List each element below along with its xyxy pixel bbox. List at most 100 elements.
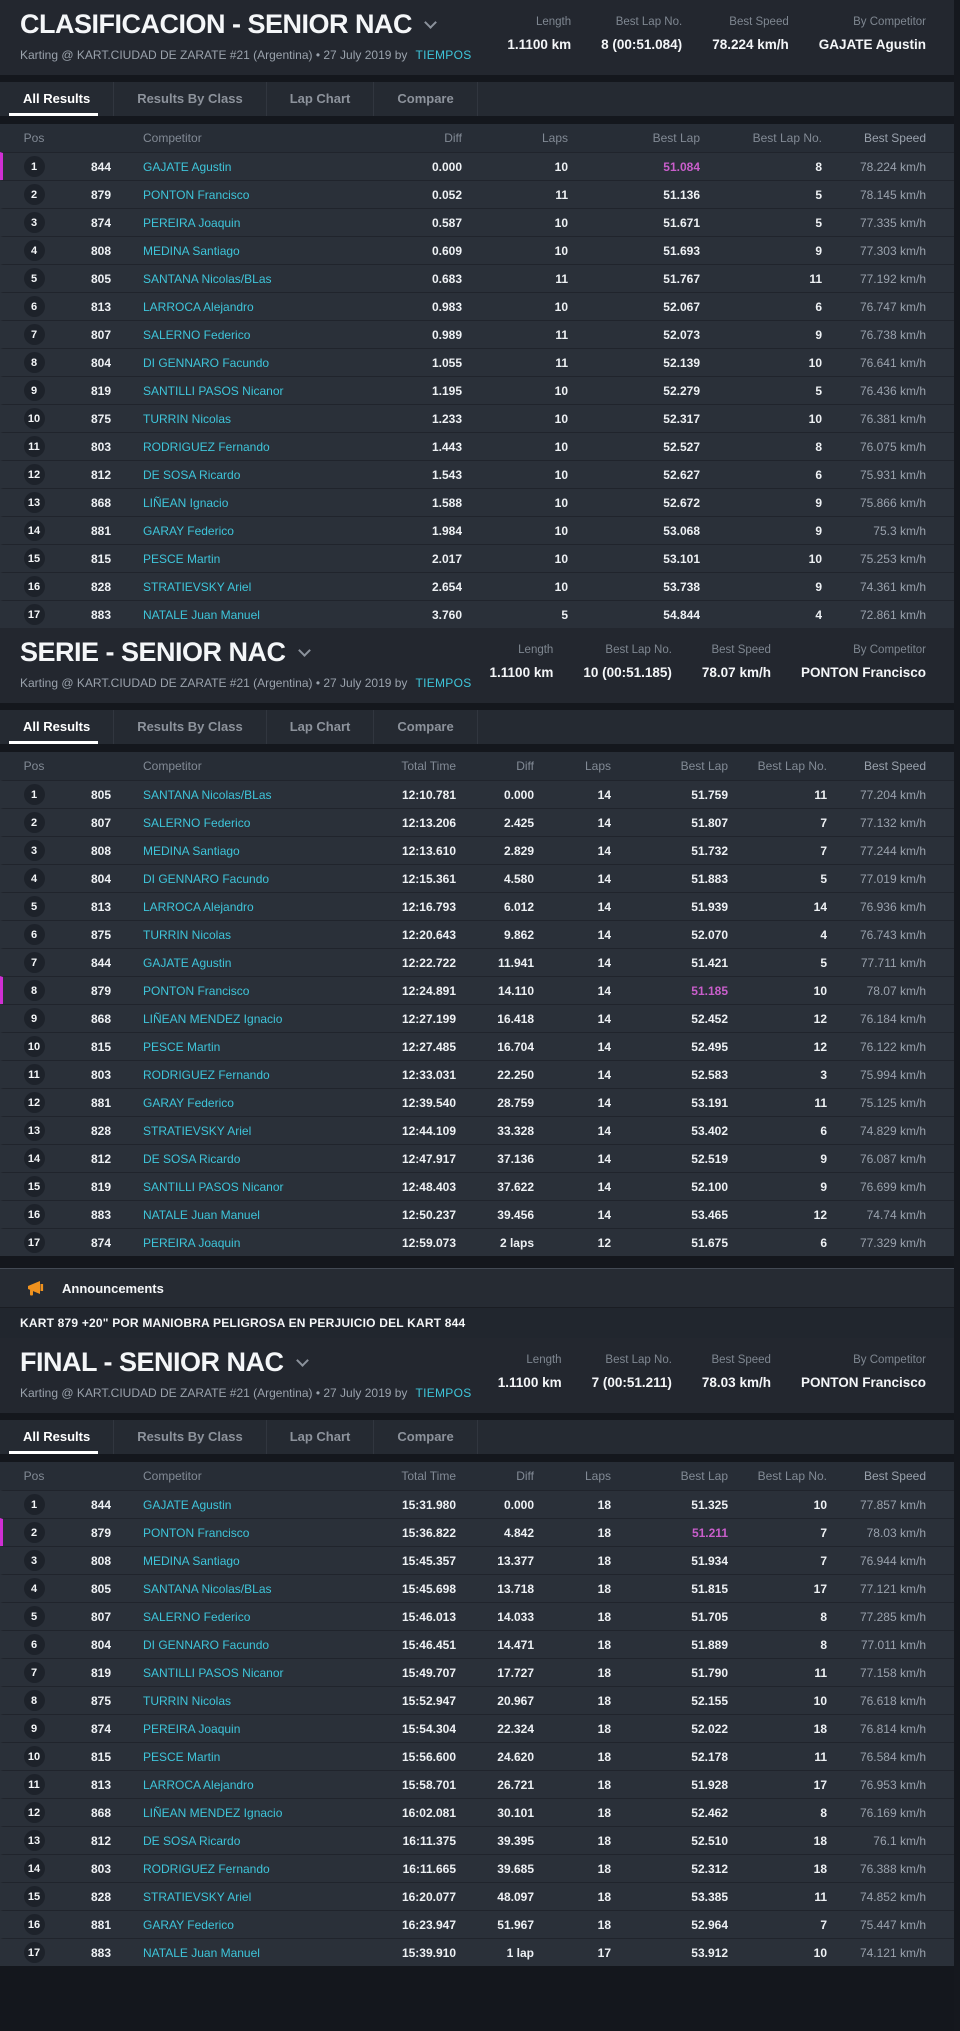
- competitor-link[interactable]: GARAY Federico: [143, 523, 234, 538]
- competitor-link[interactable]: LIÑEAN MENDEZ Ignacio: [143, 1011, 283, 1026]
- kart-number: 883: [90, 1207, 112, 1222]
- best-lap-value: 52.672: [663, 495, 700, 510]
- competitor-link[interactable]: STRATIEVSKY Ariel: [143, 579, 252, 594]
- competitor-link[interactable]: LARROCA Alejandro: [143, 899, 254, 914]
- tab-results-by-class[interactable]: Results By Class: [114, 82, 267, 116]
- competitor-link[interactable]: SANTILLI PASOS Nicanor: [143, 1179, 284, 1194]
- tab-all-results[interactable]: All Results: [0, 82, 115, 116]
- competitor-link[interactable]: PEREIRA Joaquin: [143, 1721, 241, 1736]
- competitor-link[interactable]: DE SOSA Ricardo: [143, 1151, 241, 1166]
- diff-value: 1.543: [431, 467, 462, 482]
- kart-number: 803: [90, 1067, 112, 1082]
- laps-value: 18: [597, 1777, 611, 1792]
- tab-lap-chart[interactable]: Lap Chart: [267, 1420, 375, 1454]
- competitor-link[interactable]: PEREIRA Joaquin: [143, 215, 241, 230]
- competitor-link[interactable]: DI GENNARO Facundo: [143, 355, 270, 370]
- best-lap-value: 52.452: [691, 1011, 728, 1026]
- stat-value: GAJATE Agustin: [818, 37, 926, 52]
- best-speed-value: 76.584 km/h: [859, 1749, 926, 1764]
- laps-value: 14: [597, 983, 611, 998]
- best-speed-value: 76.169 km/h: [859, 1805, 926, 1820]
- page-scrollbar[interactable]: [954, 0, 960, 2031]
- competitor-link[interactable]: RODRIGUEZ Fernando: [143, 439, 270, 454]
- competitor-link[interactable]: GAJATE Agustin: [143, 1497, 232, 1512]
- competitor-link[interactable]: STRATIEVSKY Ariel: [143, 1123, 252, 1138]
- competitor-link[interactable]: PESCE Martin: [143, 1749, 221, 1764]
- competitor-link[interactable]: PEREIRA Joaquin: [143, 1235, 241, 1250]
- tab-results-by-class[interactable]: Results By Class: [114, 710, 267, 744]
- best-lap-value: 51.807: [691, 815, 728, 830]
- chevron-down-icon[interactable]: [297, 644, 311, 657]
- tab-compare[interactable]: Compare: [374, 1420, 478, 1454]
- competitor-link[interactable]: SALERNO Federico: [143, 815, 251, 830]
- competitor-link[interactable]: DI GENNARO Facundo: [143, 871, 270, 886]
- competitor-link[interactable]: MEDINA Santiago: [143, 243, 240, 258]
- kart-number: 815: [90, 551, 112, 566]
- stat-label: By Competitor: [853, 644, 926, 656]
- competitor-link[interactable]: PONTON Francisco: [143, 187, 250, 202]
- competitor-link[interactable]: SANTILLI PASOS Nicanor: [143, 383, 284, 398]
- diff-value: 39.395: [497, 1833, 534, 1848]
- competitor-link[interactable]: PONTON Francisco: [143, 983, 250, 998]
- best-lap-no-value: 11: [814, 1095, 827, 1110]
- competitor-link[interactable]: MEDINA Santiago: [143, 843, 240, 858]
- competitor-link[interactable]: NATALE Juan Manuel: [143, 607, 260, 622]
- tab-compare[interactable]: Compare: [374, 710, 478, 744]
- best-lap-value: 51.790: [691, 1665, 728, 1680]
- competitor-link[interactable]: SALERNO Federico: [143, 1609, 251, 1624]
- best-lap-no-value: 11: [814, 1665, 827, 1680]
- competitor-link[interactable]: GAJATE Agustin: [143, 955, 232, 970]
- competitor-link[interactable]: RODRIGUEZ Fernando: [143, 1861, 270, 1876]
- competitor-link[interactable]: RODRIGUEZ Fernando: [143, 1067, 270, 1082]
- kart-number: 874: [90, 1721, 112, 1736]
- total-time-value: 12:39.540: [401, 1095, 456, 1110]
- competitor-link[interactable]: DI GENNARO Facundo: [143, 1637, 270, 1652]
- col-best-lap-no: Best Lap No.: [752, 131, 822, 145]
- tiempos-link[interactable]: TIEMPOS: [415, 48, 472, 62]
- tab-compare[interactable]: Compare: [374, 82, 478, 116]
- tab-all-results[interactable]: All Results: [0, 1420, 115, 1454]
- competitor-link[interactable]: LIÑEAN MENDEZ Ignacio: [143, 1805, 283, 1820]
- competitor-link[interactable]: NATALE Juan Manuel: [143, 1945, 260, 1960]
- position-badge: 3: [23, 840, 45, 861]
- competitor-link[interactable]: MEDINA Santiago: [143, 1553, 240, 1568]
- laps-value: 14: [597, 1095, 611, 1110]
- diff-value: 24.620: [497, 1749, 534, 1764]
- laps-value: 10: [554, 243, 568, 258]
- tab-all-results[interactable]: All Results: [0, 710, 115, 744]
- competitor-link[interactable]: GARAY Federico: [143, 1917, 234, 1932]
- competitor-link[interactable]: LIÑEAN Ignacio: [143, 495, 229, 510]
- competitor-link[interactable]: LARROCA Alejandro: [143, 1777, 254, 1792]
- chevron-down-icon[interactable]: [295, 1354, 309, 1367]
- competitor-link[interactable]: PONTON Francisco: [143, 1525, 250, 1540]
- competitor-link[interactable]: DE SOSA Ricardo: [143, 467, 241, 482]
- competitor-link[interactable]: LARROCA Alejandro: [143, 299, 254, 314]
- competitor-link[interactable]: PESCE Martin: [143, 551, 221, 566]
- best-speed-value: 76.388 km/h: [859, 1861, 926, 1876]
- competitor-link[interactable]: SANTILLI PASOS Nicanor: [143, 1665, 284, 1680]
- diff-value: 16.704: [497, 1039, 534, 1054]
- competitor-link[interactable]: STRATIEVSKY Ariel: [143, 1889, 252, 1904]
- competitor-link[interactable]: TURRIN Nicolas: [143, 927, 232, 942]
- competitor-link[interactable]: SANTANA Nicolas/BLas: [143, 1581, 272, 1596]
- competitor-link[interactable]: TURRIN Nicolas: [143, 411, 232, 426]
- tab-results-by-class[interactable]: Results By Class: [114, 1420, 267, 1454]
- diff-value: 2 laps: [499, 1235, 534, 1250]
- tiempos-link[interactable]: TIEMPOS: [415, 676, 472, 690]
- competitor-link[interactable]: NATALE Juan Manuel: [143, 1207, 260, 1222]
- competitor-link[interactable]: SANTANA Nicolas/BLas: [143, 271, 272, 286]
- tiempos-link[interactable]: TIEMPOS: [415, 1386, 472, 1400]
- best-lap-no-value: 10: [808, 551, 822, 566]
- competitor-link[interactable]: PESCE Martin: [143, 1039, 221, 1054]
- competitor-link[interactable]: DE SOSA Ricardo: [143, 1833, 241, 1848]
- tab-lap-chart[interactable]: Lap Chart: [267, 82, 375, 116]
- laps-value: 10: [554, 579, 568, 594]
- competitor-link[interactable]: SANTANA Nicolas/BLas: [143, 787, 272, 802]
- competitor-link[interactable]: GAJATE Agustin: [143, 159, 232, 174]
- competitor-link[interactable]: GARAY Federico: [143, 1095, 234, 1110]
- competitor-link[interactable]: TURRIN Nicolas: [143, 1693, 232, 1708]
- chevron-down-icon[interactable]: [424, 16, 437, 29]
- col-laps: Laps: [584, 1469, 611, 1483]
- competitor-link[interactable]: SALERNO Federico: [143, 327, 251, 342]
- tab-lap-chart[interactable]: Lap Chart: [267, 710, 375, 744]
